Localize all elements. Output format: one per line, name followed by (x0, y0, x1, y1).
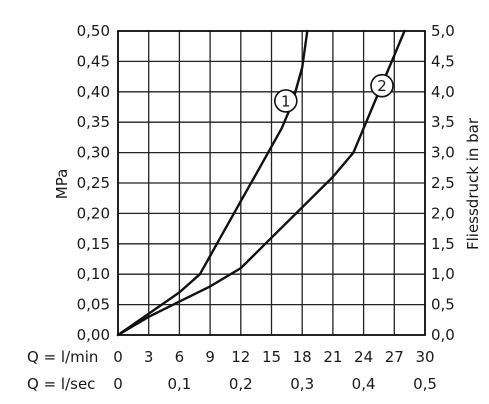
x-lsec-tick-label: 0,5 (413, 375, 437, 393)
bottom-axis-ticks-lsec: 0 0,1 0,2 0,3 0,4 0,5 (113, 375, 437, 393)
x-lmin-tick-label: 27 (385, 348, 404, 366)
curve-label-circle (274, 89, 298, 113)
x-lmin-tick-label: 15 (262, 348, 281, 366)
x-lmin-tick-label: 24 (354, 348, 373, 366)
x-lmin-tick-label: 6 (175, 348, 185, 366)
x-lmin-tick-label: 0 (113, 348, 123, 366)
x-lsec-tick-label: 0,2 (229, 375, 253, 393)
x-lmin-tick-label: 18 (293, 348, 312, 366)
y-right-tick-label: 5,0 (431, 22, 455, 40)
plot-frame (117, 30, 426, 336)
y-left-tick-label: 0,40 (77, 83, 110, 101)
y-right-tick-label: 2,5 (431, 174, 455, 192)
x-lmin-tick-label: 30 (415, 348, 434, 366)
x-lsec-tick-label: 0,4 (352, 375, 376, 393)
y-right-tick-label: 2,0 (431, 204, 455, 222)
curve-labels: 12 (274, 73, 394, 113)
y-left-tick-label: 0,05 (77, 296, 110, 314)
y-left-tick-label: 0,50 (77, 22, 110, 40)
x-lsec-tick-label: 0,1 (167, 375, 191, 393)
y-left-tick-label: 0,30 (77, 144, 110, 162)
y-left-tick-label: 0,25 (77, 174, 110, 192)
y-right-tick-label: 0,5 (431, 296, 455, 314)
x-axis-label-lsec: Q = l/sec (27, 375, 95, 393)
y-right-tick-label: 0,0 (431, 326, 455, 344)
y-right-tick-label: 3,0 (431, 144, 455, 162)
y-left-tick-label: 0,10 (77, 265, 110, 283)
y-right-tick-label: 4,0 (431, 83, 455, 101)
y-axis-label-left: MPa (53, 169, 71, 200)
y-right-tick-label: 1,5 (431, 235, 455, 253)
x-lsec-tick-label: 0 (113, 375, 123, 393)
y-right-tick-label: 4,5 (431, 52, 455, 70)
y-right-tick-label: 1,0 (431, 265, 455, 283)
x-lmin-tick-label: 9 (205, 348, 215, 366)
right-axis-ticks: 0,0 0,5 1,0 1,5 2,0 2,5 3,0 3,5 4,0 4,5 5,0 (431, 22, 455, 344)
x-axis-label-lmin: Q = l/min (27, 348, 98, 366)
curve-label-number: 2 (377, 77, 387, 95)
y-right-tick-label: 3,5 (431, 113, 455, 131)
y-left-tick-label: 0,00 (77, 326, 110, 344)
x-lmin-tick-label: 21 (323, 348, 342, 366)
y-left-tick-label: 0,20 (77, 204, 110, 222)
plot-border (117, 30, 426, 336)
x-lmin-tick-label: 3 (144, 348, 154, 366)
left-axis-ticks: 0,00 0,05 0,10 0,15 0,20 0,25 0,30 0,35 0,40 0,45… (77, 22, 110, 344)
y-left-tick-label: 0,35 (77, 113, 110, 131)
x-lsec-tick-label: 0,3 (290, 375, 314, 393)
y-axis-label-right: Fliessdruck in bar (464, 117, 482, 250)
y-left-tick-label: 0,45 (77, 52, 110, 70)
x-lmin-tick-label: 12 (231, 348, 250, 366)
bottom-axis-ticks-lmin: 0 3 6 9 12 15 18 21 24 27 30 (113, 348, 434, 366)
curve-label-number: 1 (281, 92, 291, 110)
y-left-tick-label: 0,15 (77, 235, 110, 253)
curve-label-circle (370, 73, 394, 98)
